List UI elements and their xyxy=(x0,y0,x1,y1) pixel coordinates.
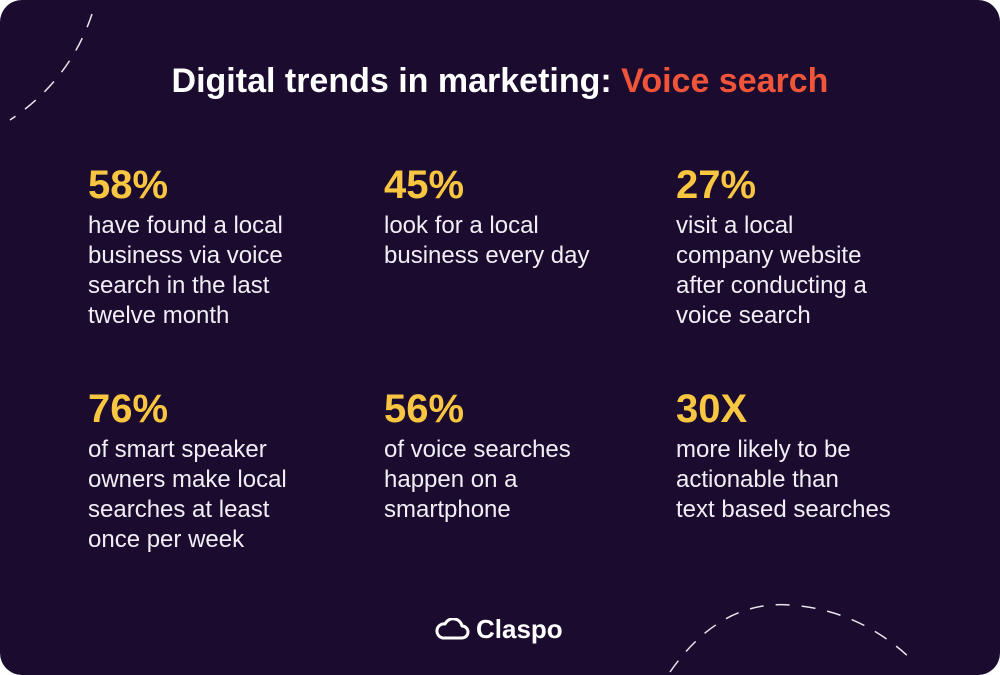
description-line: smartphone xyxy=(384,496,511,523)
description-line: business every day xyxy=(384,242,590,269)
logo-text: Claspo xyxy=(476,614,563,644)
description-line: voice search xyxy=(676,302,811,329)
description-line: text based searches xyxy=(676,496,891,523)
stat-value: 58% xyxy=(88,163,169,207)
stat-description: have found a local business via voice sear… xyxy=(88,211,378,331)
description-line: of voice searches xyxy=(384,436,571,463)
stat-block: 27% visit a local company website after con… xyxy=(676,163,966,331)
logo-icon xyxy=(435,617,470,639)
stat-block: 58% have found a local business via voice s… xyxy=(88,163,378,331)
title-highlight: Voice search xyxy=(621,62,829,100)
description-line: company website xyxy=(676,242,862,269)
description-line: more likely to be xyxy=(676,436,851,463)
stat-value: 76% xyxy=(88,387,169,431)
description-line: business via voice xyxy=(88,242,283,269)
stat-block: 76% of smart speaker owners make local sear… xyxy=(88,387,378,555)
stat-description: of smart speaker owners make local searche… xyxy=(88,435,378,555)
stat-block: 30X more likely to be actionable than text … xyxy=(676,387,966,525)
title-text: Digital trends in marketing: xyxy=(171,62,612,100)
description-line: of smart speaker xyxy=(88,436,267,463)
stat-description: visit a local company website after conduc… xyxy=(676,211,966,331)
description-line: visit a local xyxy=(676,212,794,239)
stat-description: of voice searches happen on a smartphone xyxy=(384,435,674,525)
stat-block: 45% look for a local business every day xyxy=(384,163,674,271)
dashed-arc xyxy=(669,603,913,673)
logo: Claspo xyxy=(434,614,563,645)
stat-value: 45% xyxy=(384,163,465,207)
stat-value: 27% xyxy=(676,163,757,207)
description-line: once per week xyxy=(88,526,245,553)
description-line: happen on a xyxy=(384,466,518,493)
description-line: searches at least xyxy=(88,496,270,523)
stat-value: 30X xyxy=(676,387,748,431)
description-line: actionable than xyxy=(676,466,839,493)
description-line: after conducting a xyxy=(676,272,867,299)
description-line: search in the last xyxy=(88,272,270,299)
description-line: twelve month xyxy=(88,302,230,329)
description-line: look for a local xyxy=(384,212,539,239)
description-line: owners make local xyxy=(88,466,287,493)
title: Digital trends in marketing: Voice searc… xyxy=(0,62,1000,101)
stat-description: more likely to be actionable than text bas… xyxy=(676,435,966,525)
description-line: have found a local xyxy=(88,212,283,239)
stat-block: 56% of voice searches happen on a smartphon… xyxy=(384,387,674,525)
stat-description: look for a local business every day xyxy=(384,211,674,271)
stat-value: 56% xyxy=(384,387,465,431)
